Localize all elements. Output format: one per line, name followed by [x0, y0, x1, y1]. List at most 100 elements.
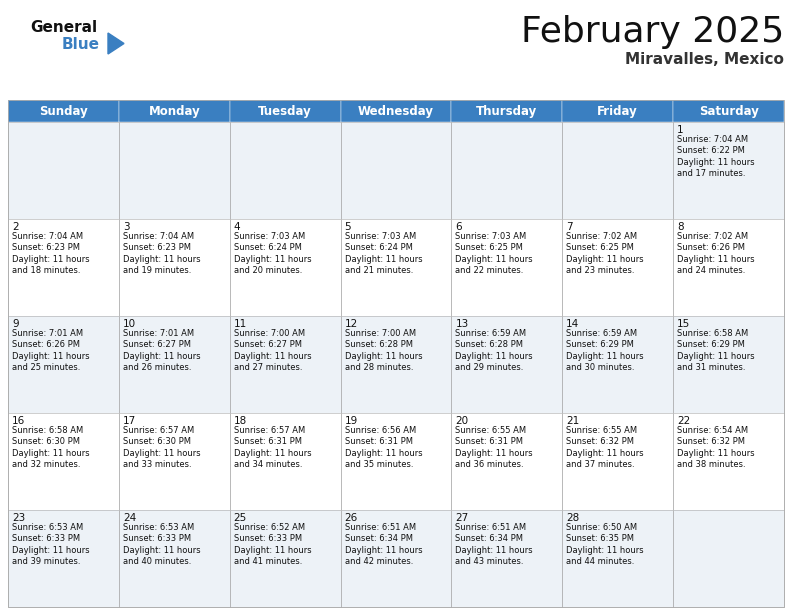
Text: Sunrise: 7:00 AM
Sunset: 6:27 PM
Daylight: 11 hours
and 27 minutes.: Sunrise: 7:00 AM Sunset: 6:27 PM Dayligh…	[234, 329, 311, 372]
Bar	[8, 219, 784, 316]
Bar	[673, 413, 784, 510]
Bar	[673, 219, 784, 316]
Bar	[562, 219, 673, 316]
Text: 26: 26	[345, 513, 358, 523]
Bar	[562, 100, 673, 122]
Text: Sunrise: 6:56 AM
Sunset: 6:31 PM
Daylight: 11 hours
and 35 minutes.: Sunrise: 6:56 AM Sunset: 6:31 PM Dayligh…	[345, 426, 422, 469]
Bar	[341, 510, 451, 607]
Text: 22: 22	[677, 416, 691, 426]
Text: Sunrise: 7:02 AM
Sunset: 6:25 PM
Daylight: 11 hours
and 23 minutes.: Sunrise: 7:02 AM Sunset: 6:25 PM Dayligh…	[566, 232, 644, 275]
Text: 2: 2	[12, 222, 19, 232]
Text: Sunrise: 6:57 AM
Sunset: 6:30 PM
Daylight: 11 hours
and 33 minutes.: Sunrise: 6:57 AM Sunset: 6:30 PM Dayligh…	[123, 426, 200, 469]
Text: Friday: Friday	[597, 105, 638, 118]
Text: 11: 11	[234, 319, 247, 329]
Bar	[562, 510, 673, 607]
Text: 20: 20	[455, 416, 469, 426]
Bar	[119, 122, 230, 219]
Bar	[8, 100, 784, 607]
Text: 24: 24	[123, 513, 136, 523]
Text: 28: 28	[566, 513, 580, 523]
Text: 17: 17	[123, 416, 136, 426]
Text: Sunrise: 6:53 AM
Sunset: 6:33 PM
Daylight: 11 hours
and 40 minutes.: Sunrise: 6:53 AM Sunset: 6:33 PM Dayligh…	[123, 523, 200, 566]
Bar	[230, 316, 341, 413]
Bar	[341, 413, 451, 510]
Bar	[562, 316, 673, 413]
Polygon shape	[108, 33, 124, 54]
Text: Sunday: Sunday	[39, 105, 88, 118]
Bar	[8, 219, 119, 316]
Bar	[8, 100, 119, 122]
Text: 19: 19	[345, 416, 358, 426]
Bar	[8, 413, 119, 510]
Text: 7: 7	[566, 222, 573, 232]
Text: Monday: Monday	[148, 105, 200, 118]
Text: 18: 18	[234, 416, 247, 426]
Bar	[230, 219, 341, 316]
Text: Sunrise: 6:59 AM
Sunset: 6:28 PM
Daylight: 11 hours
and 29 minutes.: Sunrise: 6:59 AM Sunset: 6:28 PM Dayligh…	[455, 329, 533, 372]
Bar	[451, 316, 562, 413]
Bar	[341, 316, 451, 413]
Bar	[119, 316, 230, 413]
Text: 8: 8	[677, 222, 683, 232]
Text: Sunrise: 7:02 AM
Sunset: 6:26 PM
Daylight: 11 hours
and 24 minutes.: Sunrise: 7:02 AM Sunset: 6:26 PM Dayligh…	[677, 232, 755, 275]
Text: Sunrise: 7:03 AM
Sunset: 6:25 PM
Daylight: 11 hours
and 22 minutes.: Sunrise: 7:03 AM Sunset: 6:25 PM Dayligh…	[455, 232, 533, 275]
Bar	[8, 510, 119, 607]
Text: Sunrise: 7:00 AM
Sunset: 6:28 PM
Daylight: 11 hours
and 28 minutes.: Sunrise: 7:00 AM Sunset: 6:28 PM Dayligh…	[345, 329, 422, 372]
Text: 23: 23	[12, 513, 25, 523]
Bar	[673, 510, 784, 607]
Text: 10: 10	[123, 319, 136, 329]
Bar	[230, 413, 341, 510]
Text: 1: 1	[677, 125, 683, 135]
Bar	[451, 122, 562, 219]
Text: Sunrise: 6:55 AM
Sunset: 6:31 PM
Daylight: 11 hours
and 36 minutes.: Sunrise: 6:55 AM Sunset: 6:31 PM Dayligh…	[455, 426, 533, 469]
Bar	[451, 510, 562, 607]
Text: 6: 6	[455, 222, 462, 232]
Text: Sunrise: 7:04 AM
Sunset: 6:23 PM
Daylight: 11 hours
and 18 minutes.: Sunrise: 7:04 AM Sunset: 6:23 PM Dayligh…	[12, 232, 89, 275]
Bar	[451, 413, 562, 510]
Text: Sunrise: 6:58 AM
Sunset: 6:29 PM
Daylight: 11 hours
and 31 minutes.: Sunrise: 6:58 AM Sunset: 6:29 PM Dayligh…	[677, 329, 755, 372]
Text: General: General	[30, 20, 97, 35]
Text: Blue: Blue	[62, 37, 100, 52]
Text: 3: 3	[123, 222, 129, 232]
Text: Saturday: Saturday	[699, 105, 759, 118]
Text: Sunrise: 7:03 AM
Sunset: 6:24 PM
Daylight: 11 hours
and 20 minutes.: Sunrise: 7:03 AM Sunset: 6:24 PM Dayligh…	[234, 232, 311, 275]
Bar	[230, 122, 341, 219]
Bar	[119, 413, 230, 510]
Text: 5: 5	[345, 222, 351, 232]
Text: Sunrise: 6:59 AM
Sunset: 6:29 PM
Daylight: 11 hours
and 30 minutes.: Sunrise: 6:59 AM Sunset: 6:29 PM Dayligh…	[566, 329, 644, 372]
Bar	[451, 219, 562, 316]
Text: Thursday: Thursday	[476, 105, 538, 118]
Text: Sunrise: 6:50 AM
Sunset: 6:35 PM
Daylight: 11 hours
and 44 minutes.: Sunrise: 6:50 AM Sunset: 6:35 PM Dayligh…	[566, 523, 644, 566]
Text: 27: 27	[455, 513, 469, 523]
Bar	[119, 100, 230, 122]
Bar	[119, 219, 230, 316]
Text: 16: 16	[12, 416, 25, 426]
Bar	[673, 122, 784, 219]
Bar	[119, 510, 230, 607]
Text: Sunrise: 6:51 AM
Sunset: 6:34 PM
Daylight: 11 hours
and 43 minutes.: Sunrise: 6:51 AM Sunset: 6:34 PM Dayligh…	[455, 523, 533, 566]
Bar	[8, 316, 119, 413]
Text: Sunrise: 6:51 AM
Sunset: 6:34 PM
Daylight: 11 hours
and 42 minutes.: Sunrise: 6:51 AM Sunset: 6:34 PM Dayligh…	[345, 523, 422, 566]
Text: Sunrise: 6:55 AM
Sunset: 6:32 PM
Daylight: 11 hours
and 37 minutes.: Sunrise: 6:55 AM Sunset: 6:32 PM Dayligh…	[566, 426, 644, 469]
Bar	[8, 413, 784, 510]
Text: 4: 4	[234, 222, 240, 232]
Text: Sunrise: 6:52 AM
Sunset: 6:33 PM
Daylight: 11 hours
and 41 minutes.: Sunrise: 6:52 AM Sunset: 6:33 PM Dayligh…	[234, 523, 311, 566]
Text: 14: 14	[566, 319, 580, 329]
Text: Sunrise: 6:58 AM
Sunset: 6:30 PM
Daylight: 11 hours
and 32 minutes.: Sunrise: 6:58 AM Sunset: 6:30 PM Dayligh…	[12, 426, 89, 469]
Text: Sunrise: 7:01 AM
Sunset: 6:26 PM
Daylight: 11 hours
and 25 minutes.: Sunrise: 7:01 AM Sunset: 6:26 PM Dayligh…	[12, 329, 89, 372]
Text: Sunrise: 6:54 AM
Sunset: 6:32 PM
Daylight: 11 hours
and 38 minutes.: Sunrise: 6:54 AM Sunset: 6:32 PM Dayligh…	[677, 426, 755, 469]
Text: 21: 21	[566, 416, 580, 426]
Text: Miravalles, Mexico: Miravalles, Mexico	[625, 52, 784, 67]
Bar	[562, 413, 673, 510]
Text: 25: 25	[234, 513, 247, 523]
Text: Wednesday: Wednesday	[358, 105, 434, 118]
Bar	[8, 316, 784, 413]
Bar	[341, 122, 451, 219]
Bar	[673, 100, 784, 122]
Text: Sunrise: 7:01 AM
Sunset: 6:27 PM
Daylight: 11 hours
and 26 minutes.: Sunrise: 7:01 AM Sunset: 6:27 PM Dayligh…	[123, 329, 200, 372]
Bar	[341, 100, 451, 122]
Text: Tuesday: Tuesday	[258, 105, 312, 118]
Bar	[8, 122, 784, 219]
Bar	[562, 122, 673, 219]
Bar	[451, 100, 562, 122]
